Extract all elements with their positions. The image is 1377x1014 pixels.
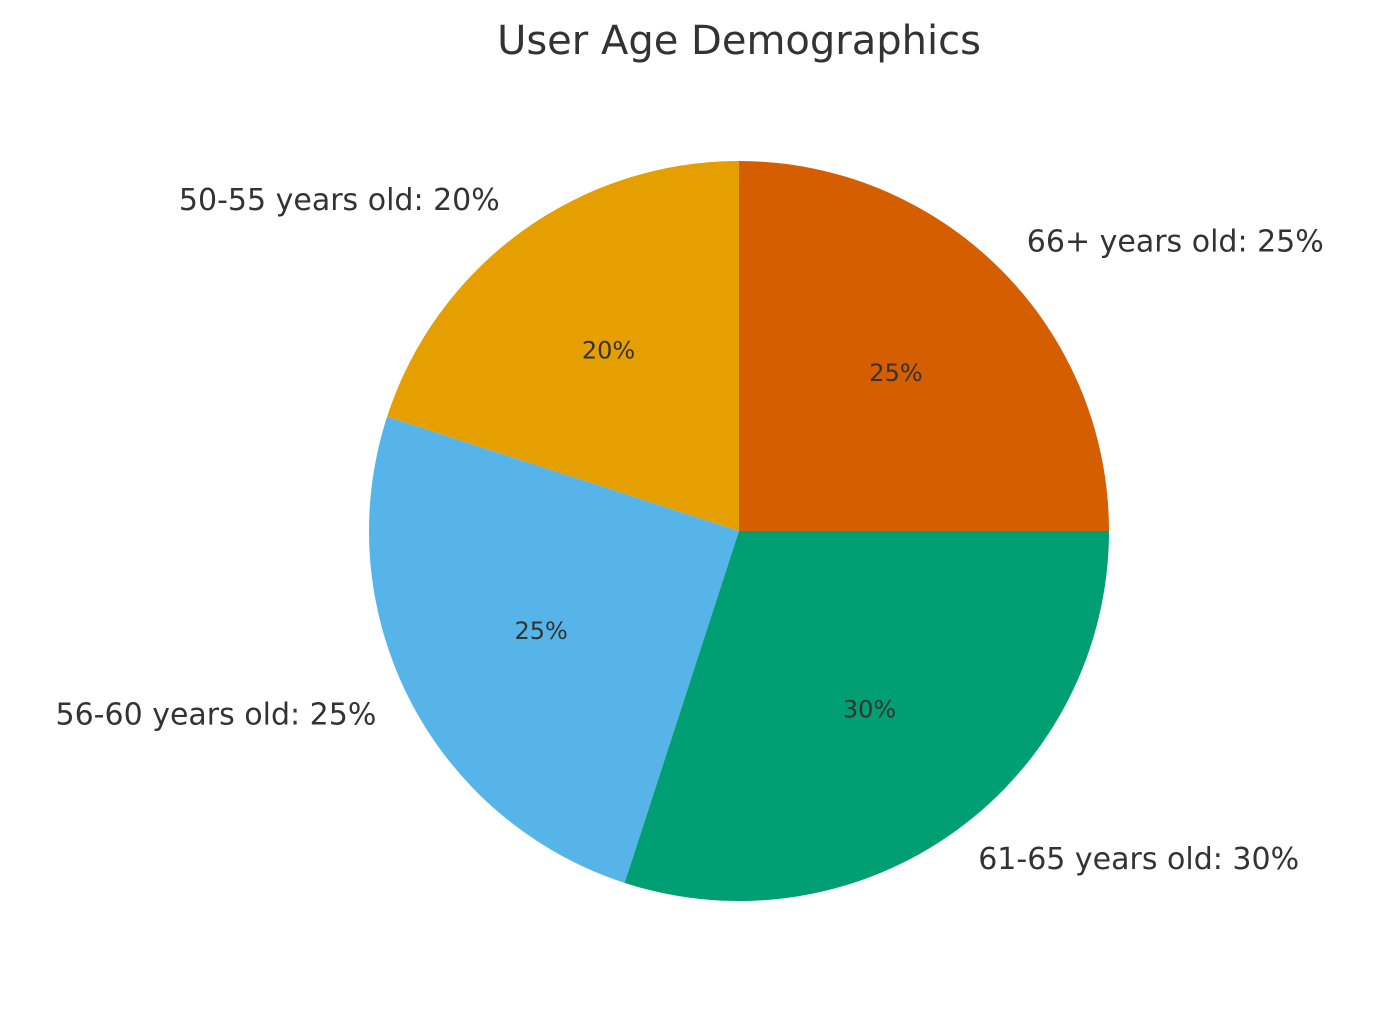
pie-slice-50-55-years-old [387, 161, 739, 531]
pie-slice-66-years-old [739, 161, 1109, 531]
slice-outer-label: 66+ years old: 25% [1027, 225, 1324, 260]
slice-percent-label: 20% [582, 336, 635, 364]
slice-outer-label: 50-55 years old: 20% [179, 183, 500, 218]
slice-outer-label: 56-60 years old: 25% [56, 697, 377, 732]
slice-percent-label: 25% [869, 359, 922, 387]
pie-labels: 50-55 years old: 20% 20% 56-60 years old: … [56, 183, 1324, 877]
pie-slice-61-65-years-old [624, 531, 1109, 902]
pie-slice-56-60-years-old [368, 416, 739, 883]
slice-percent-label: 25% [515, 617, 568, 645]
chart-title: User Age Demographics [497, 18, 981, 64]
slice-percent-label: 30% [843, 696, 896, 724]
slice-outer-label: 61-65 years old: 30% [978, 842, 1299, 877]
pie-slices [368, 161, 1109, 902]
